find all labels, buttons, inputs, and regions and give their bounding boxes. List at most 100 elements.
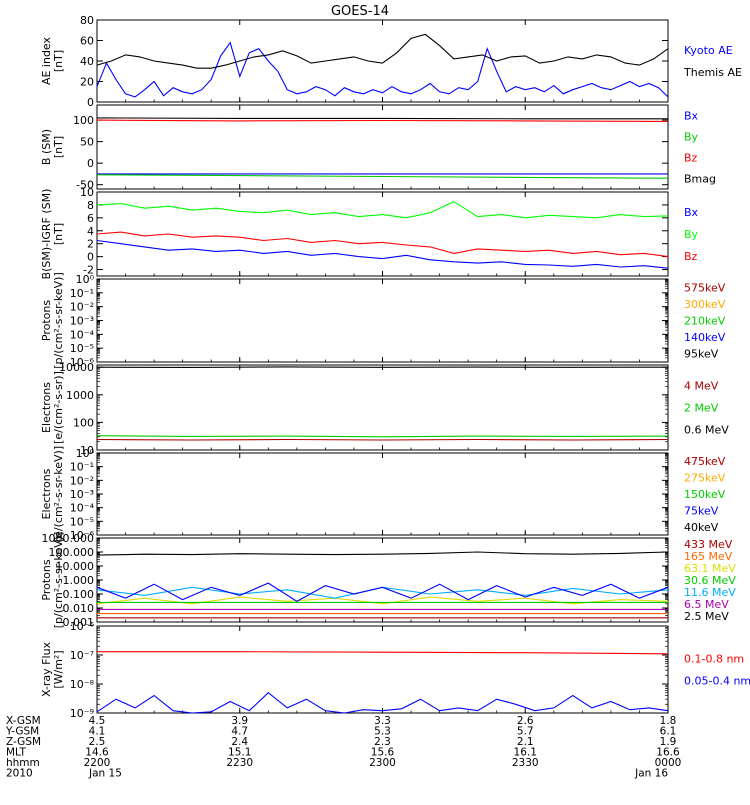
y-tick-label: 10⁻⁵ — [70, 342, 94, 355]
legend-entry: 0.6 MeV — [684, 424, 729, 437]
legend-entry: 4 MeV — [684, 380, 719, 393]
ephemeris-row-label: 2010 — [6, 768, 33, 780]
legend-entry: 75keV — [684, 504, 719, 517]
y-tick-label: 10⁰ — [76, 447, 95, 460]
y-tick-label: 10⁻⁴ — [70, 328, 95, 341]
y-axis-unit: [nT] — [52, 223, 65, 245]
legend-entry: 0.1-0.8 nm — [684, 653, 744, 666]
panel-frame — [96, 191, 669, 277]
y-tick-label: 10⁰ — [76, 273, 95, 286]
legend-entry: Bx — [684, 206, 699, 219]
legend-entry: 275keV — [684, 472, 726, 485]
legend-entry: 11.6 MeV — [684, 586, 736, 599]
y-tick-label: 10⁻² — [70, 474, 94, 487]
y-tick-label: 10⁻⁴ — [70, 502, 95, 515]
y-tick-label: 10⁻³ — [70, 315, 94, 328]
y-tick-label: 0 — [87, 251, 94, 264]
y-tick-label: 10⁻⁵ — [70, 515, 94, 528]
legend-entry: 2.5 MeV — [684, 610, 729, 623]
series-line-bmag — [96, 117, 668, 120]
y-tick-label: 0 — [87, 96, 94, 109]
ephemeris-row-label: hhmm — [6, 757, 40, 769]
panel-7: 0.0010.0100.1001.00010.000100.0001000.00… — [40, 532, 736, 629]
y-axis-unit: [e/(cm²-s-sr-keV)] — [52, 446, 65, 542]
series-line-0-1-0-8-nm — [97, 651, 669, 655]
ephemeris-value: 16.6 — [656, 747, 680, 759]
ephemeris-value: 2.4 — [231, 736, 248, 748]
series-line-bx — [96, 239, 669, 269]
ephemeris-row-label: X-GSM — [6, 715, 41, 727]
ephemeris-value: 2.5 — [89, 736, 106, 748]
y-axis-unit: [e/(cm²-s-sr)] — [52, 371, 65, 444]
y-tick-label: 10⁻⁸ — [70, 678, 95, 691]
legend-entry: 2 MeV — [684, 402, 719, 415]
legend-entry: By — [684, 131, 699, 144]
ephemeris-value: 2.6 — [517, 715, 534, 727]
legend-entry: 6.5 MeV — [684, 598, 729, 611]
series-line-63-1-mev — [96, 596, 669, 605]
panel-frame — [96, 452, 669, 536]
y-tick-label: 10⁻³ — [70, 488, 94, 501]
y-tick-label: 0.010 — [63, 602, 95, 615]
panel-2: -50 0 50 100 B (SM) [nT] Bx By Bz Bmag — [40, 104, 716, 192]
legend-entry: 30.6 MeV — [684, 574, 736, 587]
ephemeris-value: 4.7 — [231, 726, 248, 738]
y-tick-label: 100.000 — [49, 546, 95, 559]
y-axis-unit: [p/(cm²-s-sr-keV)] — [52, 532, 65, 629]
legend-entry: 63.1 MeV — [684, 562, 736, 575]
legend-entry: Themis AE — [683, 66, 742, 79]
legend-entry: 475keV — [684, 455, 726, 468]
legend-entry: 95keV — [684, 348, 719, 361]
legend-entry: 40keV — [684, 521, 719, 534]
legend-entry: 433 MeV — [684, 538, 733, 551]
ephemeris-row-label: Z-GSM — [6, 736, 41, 748]
ephemeris-table: X-GSMY-GSMZ-GSMMLThhmm20104.54.12.514.62… — [5, 715, 681, 780]
panel-frame — [96, 19, 669, 103]
series-line-2-5-mev — [96, 551, 669, 556]
y-tick-label: 10⁻⁶ — [70, 529, 95, 542]
y-tick-label: 100 — [73, 114, 94, 127]
legend-entry: 210keV — [684, 315, 726, 328]
ephemeris-row-label: MLT — [6, 747, 26, 759]
ephemeris-value: 5.3 — [374, 726, 391, 738]
y-tick-label: 10 — [80, 186, 94, 199]
ephemeris-value: 2200 — [84, 757, 111, 769]
y-axis-label: Protons — [40, 559, 53, 600]
panel-frame — [96, 625, 669, 714]
legend-entry: Bx — [684, 110, 699, 123]
y-tick-label: 10⁻⁷ — [70, 649, 94, 662]
y-axis-label: AE index — [40, 36, 53, 85]
y-tick-label: 4 — [87, 225, 94, 238]
y-tick-label: 10⁻¹ — [70, 461, 94, 474]
y-axis-unit: [nT] — [52, 50, 65, 72]
legend-entry: 165 MeV — [684, 550, 733, 563]
panel-8: 10⁻⁹ 10⁻⁸ 10⁻⁷ 10⁻⁶ X-ray Flux [W/m²] 0.1-0.8 … — [40, 620, 750, 720]
ephemeris-value: 15.6 — [371, 747, 395, 759]
y-tick-label: 1000.000 — [42, 532, 95, 545]
ephemeris-value: 1.9 — [660, 736, 677, 748]
y-tick-label: 10⁻⁶ — [70, 356, 95, 369]
y-tick-label: 10⁻² — [70, 301, 94, 314]
series-line-bz — [96, 119, 669, 122]
legend-entry: 0.05-0.4 nm — [684, 675, 750, 688]
y-tick-label: 0 — [87, 157, 94, 170]
y-tick-label: 60 — [80, 35, 94, 48]
y-tick-label: 1000 — [66, 389, 94, 402]
legend-entry: Bz — [684, 152, 698, 165]
series-line-0-05-0-4-nm — [96, 691, 669, 714]
series-line-11-6-mev — [96, 586, 669, 599]
y-tick-label: 80 — [80, 14, 94, 27]
y-tick-label: 10 — [80, 444, 94, 457]
y-tick-label: 20 — [80, 76, 94, 89]
series-line-4-mev — [96, 438, 669, 441]
legend-entry: 300keV — [684, 298, 726, 311]
y-tick-label: 10000 — [59, 361, 94, 374]
y-axis-unit: [p/(cm²-s-sr-keV)] — [52, 272, 65, 369]
legend-entry: Kyoto AE — [684, 44, 733, 57]
panel-5: 10 100 1000 10000 Electrons [e/(cm²-s-sr)] 4 M… — [40, 361, 729, 457]
y-axis-label: Electrons — [40, 382, 53, 433]
